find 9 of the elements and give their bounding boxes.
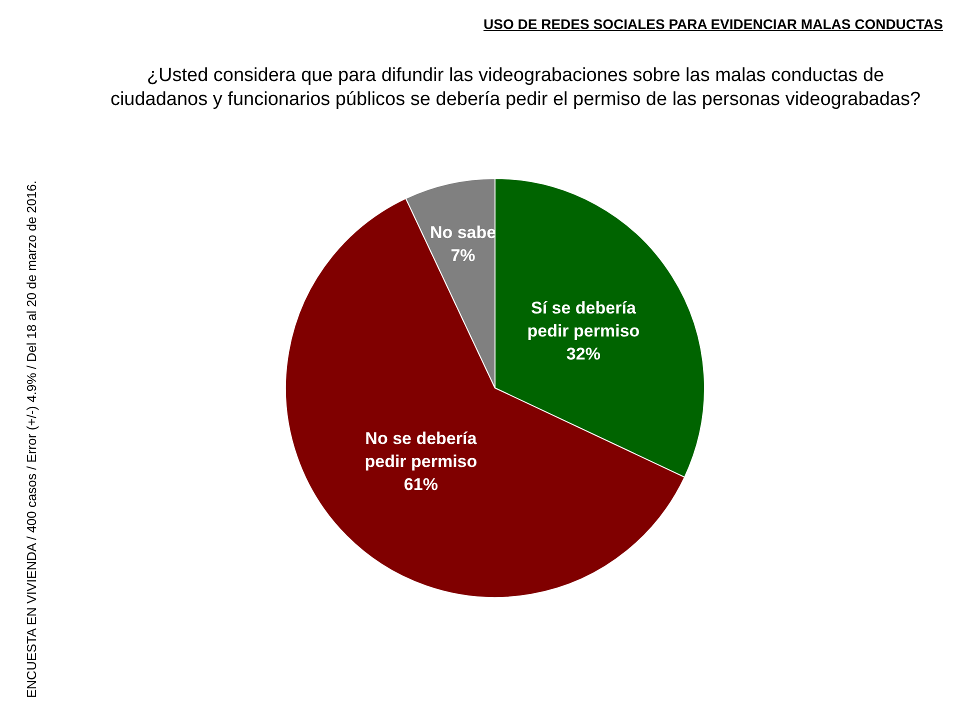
- text: ENCUESTA EN VIVIENDA / 400 casos / Error (+/-) 4.9% / Del 18 al 20 de marzo de 2016.: [24, 180, 39, 698]
- slice-label: No sabe: [430, 223, 496, 242]
- chart-subtitle: ¿Usted considera que para difundir las videograbaciones sobre las malas conductas de ciudadanos y funcionarios públicos se debería pedir el permiso de las personas videograbadas?: [109, 64, 922, 112]
- slice-label: No se debería pedir permiso: [364, 428, 478, 471]
- data-label: 7%: [450, 246, 476, 266]
- data-label: 61%: [404, 474, 438, 494]
- data-label: 32%: [566, 344, 600, 364]
- slice-label: Sí se debería pedir permiso: [527, 298, 640, 341]
- chart-title: USO DE REDES SOCIALES PARA EVIDENCIAR MALAS CONDUCTAS: [484, 16, 943, 32]
